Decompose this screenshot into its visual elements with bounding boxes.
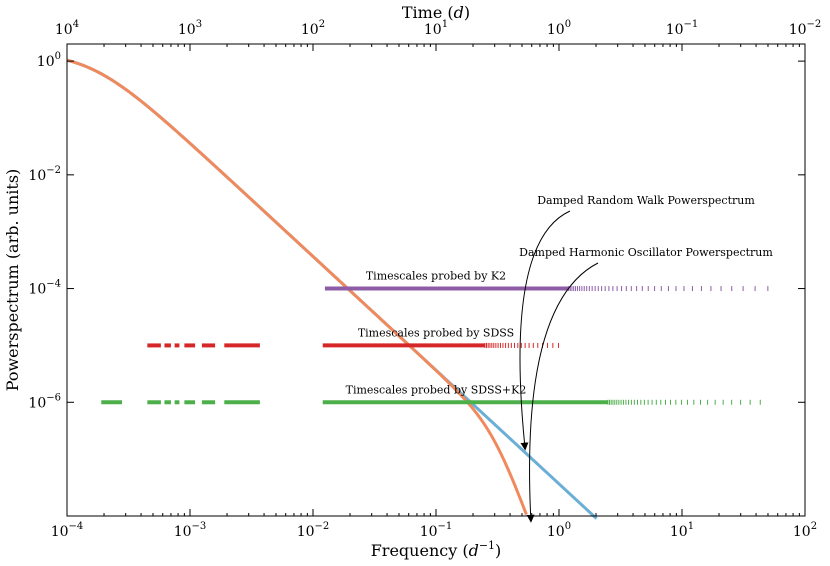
annotations-layer: Damped Random Walk Powerspectrum Damped H… — [519, 194, 773, 523]
sampling-band-0: Timescales probed by K2 — [324, 270, 769, 292]
band-label-2: Timescales probed by SDSS+K2 — [346, 383, 527, 396]
x-axis-title: Frequency (d−1) — [371, 539, 502, 560]
tick-label: 10−1 — [420, 521, 453, 540]
tick-label: 10−2 — [28, 165, 61, 184]
top-axis-title: Time (d) — [402, 3, 470, 22]
sampling-band-1: Timescales probed by SDSS — [147, 326, 559, 348]
annotation-dho: Damped Harmonic Oscillator Powerspectrum — [519, 246, 773, 259]
tick-label: 10−2 — [297, 521, 330, 540]
tick-label: 103 — [178, 19, 202, 38]
tick-label: 10−4 — [28, 279, 61, 298]
y-axis-title: Powerspectrum (arb. units) — [3, 169, 22, 392]
ticks-layer: 10−4 10−3 10−2 10−1 100 101 102 104 103 102 101 100… — [28, 19, 821, 540]
tick-label: 10−6 — [28, 392, 61, 411]
annotation-drw: Damped Random Walk Powerspectrum — [537, 194, 755, 207]
tick-label: 10−4 — [51, 521, 84, 540]
tick-label: 101 — [670, 521, 694, 540]
tick-label: 10−2 — [789, 19, 822, 38]
series-line-dho — [66, 58, 528, 516]
tick-label: 100 — [37, 51, 61, 70]
tick-label: 100 — [547, 521, 571, 540]
tick-label: 10−1 — [666, 19, 699, 38]
annotation-arrow — [526, 262, 599, 523]
tick-label: 102 — [793, 521, 817, 540]
band-label-1: Timescales probed by SDSS — [358, 326, 514, 339]
sampling-band-2: Timescales probed by SDSS+K2 — [101, 383, 761, 405]
annotation-arrow — [519, 210, 571, 451]
tick-label: 100 — [547, 19, 571, 38]
sampling-bands-layer: Timescales probed by K2 Timescales probed… — [101, 270, 769, 405]
tick-label: 101 — [424, 19, 448, 38]
tick-label: 10−3 — [174, 521, 207, 540]
band-label-0: Timescales probed by K2 — [366, 270, 506, 283]
series-layer — [66, 58, 598, 520]
tick-label: 104 — [55, 19, 79, 38]
tick-label: 102 — [301, 19, 325, 38]
plot-background — [67, 44, 805, 516]
